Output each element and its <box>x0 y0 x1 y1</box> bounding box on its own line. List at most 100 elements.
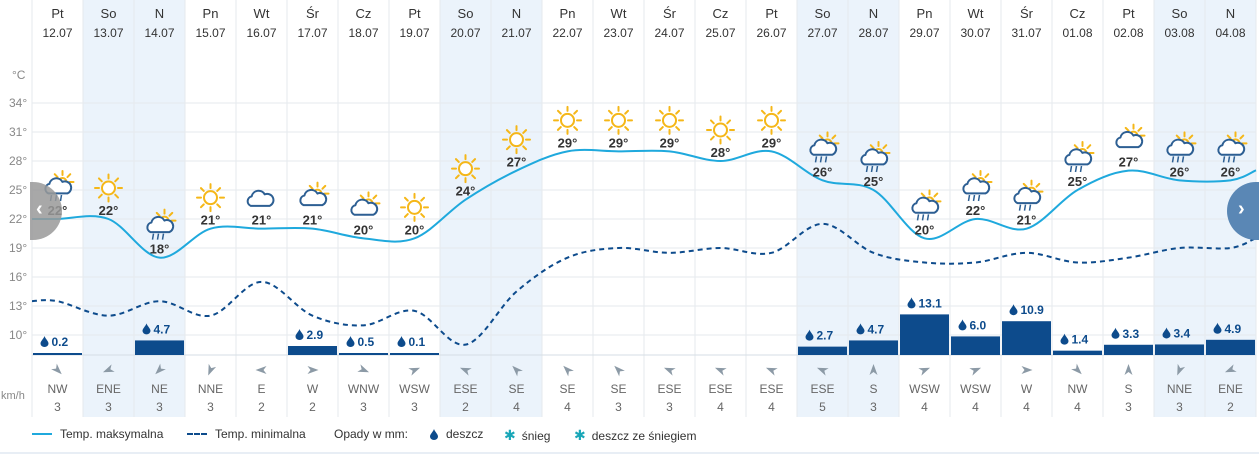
sun-icon <box>94 173 123 203</box>
day-of-week-label: Wt <box>968 6 984 21</box>
wind-direction-arrow-icon <box>869 364 878 375</box>
legend-precip-title: Opady w mm: <box>334 427 408 441</box>
rain-streak <box>151 233 155 240</box>
sun-cloud-rain-icon <box>962 170 993 202</box>
legend-mixed-label: deszcz ze śniegiem <box>591 428 697 443</box>
precip-label-group: 3.3 <box>1111 327 1140 341</box>
arrow-shape <box>512 365 523 377</box>
max-temp-label: 21° <box>252 213 272 228</box>
wind-speed-label: 3 <box>360 400 367 414</box>
rain-streak <box>59 194 63 202</box>
arrow-shape <box>255 366 267 374</box>
wind-speed-label: 3 <box>105 400 112 414</box>
rain-streak <box>156 233 160 240</box>
arrow-shape <box>918 367 931 376</box>
wind-speed-label: 3 <box>207 400 214 414</box>
sun-ray <box>1035 182 1041 188</box>
weekend-band <box>491 0 542 417</box>
wind-direction-arrow-icon <box>816 367 829 376</box>
max-temp-label: 26° <box>1170 164 1190 179</box>
date-label: 26.07 <box>756 26 786 40</box>
sun-ray <box>709 135 715 141</box>
day-of-week-label: Cz <box>356 6 372 21</box>
wind-direction-label: S <box>869 382 877 396</box>
wind-speed-label: 3 <box>54 400 61 414</box>
sun-ray <box>984 173 990 179</box>
sun-ray <box>420 213 426 218</box>
y-tick-label: 31° <box>9 125 27 139</box>
rain-streak <box>875 165 879 173</box>
sun-ray <box>454 174 460 180</box>
sun-ray <box>1188 134 1194 140</box>
sun-icon <box>196 183 225 213</box>
max-temp-series-line <box>31 148 1257 259</box>
dashed-line-swatch <box>187 433 207 435</box>
sun-ray <box>505 145 511 151</box>
precip-bar <box>135 340 184 355</box>
precip-label-group: 1.4 <box>1060 333 1089 347</box>
sun-ray <box>1086 144 1092 150</box>
precip-bar <box>33 353 82 355</box>
precip-label-group: 4.7 <box>142 322 171 336</box>
sun-ray <box>607 126 613 131</box>
wind-direction-label: E <box>257 382 265 396</box>
date-label: 12.07 <box>42 26 72 40</box>
date-label: 21.07 <box>501 26 531 40</box>
date-label: 25.07 <box>705 26 735 40</box>
precip-value-label: 0.2 <box>52 335 69 349</box>
wind-direction-label: WSW <box>399 382 430 396</box>
arrow-shape <box>714 367 727 376</box>
sun-ray <box>1137 126 1143 132</box>
max-temp-label: 28° <box>711 145 731 160</box>
precip-bar <box>288 346 337 355</box>
wind-direction-label: SE <box>610 382 626 396</box>
day-of-week-label: N <box>155 6 164 21</box>
y-tick-label: 19° <box>9 241 27 255</box>
sun-ray <box>97 193 103 199</box>
day-of-week-label: Śr <box>1020 6 1034 21</box>
day-of-week-label: So <box>101 6 117 21</box>
day-of-week-label: Wt <box>254 6 270 21</box>
date-label: 27.07 <box>807 26 837 40</box>
legend-max-label: Temp. maksymalna <box>60 427 164 441</box>
arrow-shape <box>1177 363 1186 376</box>
wind-direction-arrow-icon <box>765 367 778 376</box>
rain-streak <box>1181 156 1185 163</box>
forecast-chart: °C 34° 31° 28° 25° 22° 19° 16° 13° 10° km/h Pt 12.07… <box>1 0 1257 417</box>
sun-ray <box>1022 182 1028 188</box>
max-temp-label: 20° <box>354 222 374 237</box>
day-of-week-label: Cz <box>1070 6 1086 21</box>
raindrop-icon <box>1111 327 1120 339</box>
cloud-shape <box>911 196 940 214</box>
sun-ray <box>1226 134 1232 140</box>
arrow-shape <box>816 367 829 376</box>
wind-direction-label: SE <box>508 382 524 396</box>
rain-streak <box>977 194 981 202</box>
snowflake-icon: ✱ <box>504 427 516 443</box>
precip-value-label: 2.9 <box>307 328 324 342</box>
arrow-shape <box>307 366 319 374</box>
sun-ray <box>658 126 664 131</box>
sun-ray <box>726 119 732 125</box>
precip-value-label: 4.7 <box>154 322 171 336</box>
date-label: 23.07 <box>603 26 633 40</box>
weekend-band <box>440 0 491 417</box>
wind-direction-label: WSW <box>909 382 940 396</box>
sun-ray <box>1175 134 1181 140</box>
wind-speed-label: 3 <box>156 400 163 414</box>
sun-ray <box>818 134 824 140</box>
raindrop-icon <box>40 336 49 347</box>
rain-streak <box>1227 156 1231 163</box>
wind-speed-label: 4 <box>717 400 724 414</box>
max-temp-label: 20° <box>405 222 425 237</box>
raindrop-icon <box>907 297 916 309</box>
sun-ray <box>624 126 630 131</box>
sun-ray <box>777 109 783 115</box>
arrow-shape <box>1021 366 1033 374</box>
sun-icon <box>706 115 735 145</box>
sun-ray <box>760 109 766 115</box>
rain-streak <box>1222 156 1226 163</box>
sun-ray <box>308 184 314 190</box>
cloud-shape <box>1217 138 1246 156</box>
arrow-shape <box>102 364 115 373</box>
